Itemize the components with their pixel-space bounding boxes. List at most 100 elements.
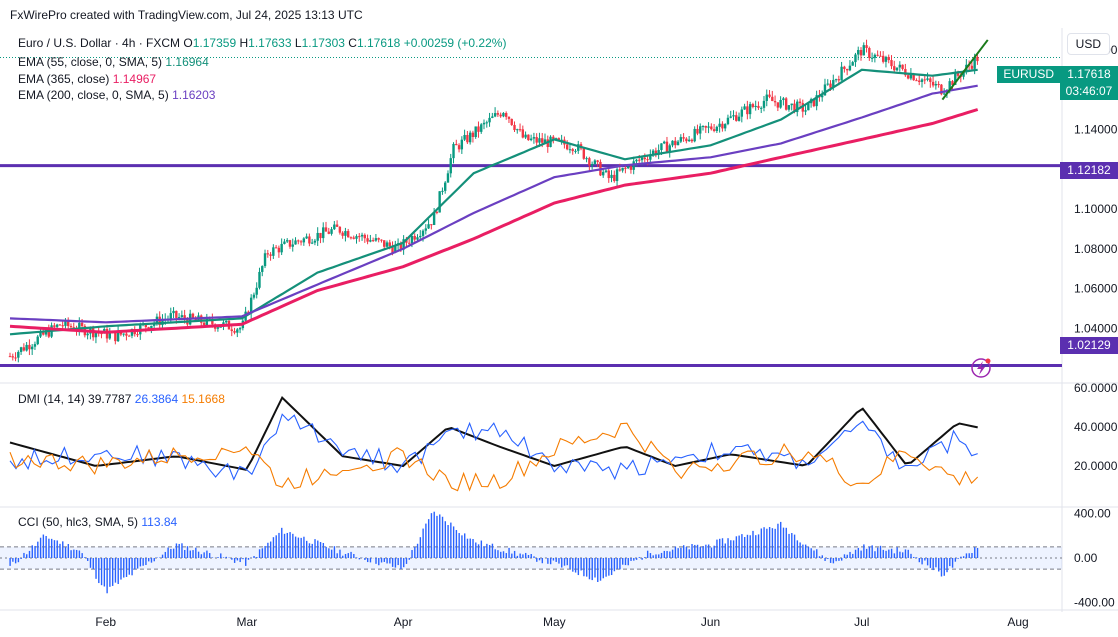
candle-body: [876, 54, 879, 56]
cci-bar: [483, 546, 485, 558]
lightning-icon-glyph: [977, 361, 985, 375]
cci-bar: [655, 554, 657, 558]
cci-bar: [682, 545, 685, 558]
candle-body: [823, 84, 827, 96]
candle-body: [527, 134, 530, 141]
candle-body: [444, 182, 447, 191]
cci-bar: [807, 546, 810, 558]
cci-bar: [813, 550, 815, 558]
candle-body: [973, 56, 976, 69]
symbol-legend: Euro / U.S. Dollar · 4h · FXCM O1.17359 …: [18, 36, 506, 50]
cci-bar: [142, 558, 144, 566]
cci-bar: [871, 545, 873, 558]
price-tick-label: 1.04000: [1074, 321, 1118, 335]
ticker-badge[interactable]: EURUSD: [997, 66, 1060, 83]
close-value: 1.17618: [356, 36, 401, 50]
candle-body: [272, 247, 275, 256]
candle-body: [699, 126, 702, 134]
cci-bar: [272, 537, 275, 558]
cci-bar: [256, 557, 258, 558]
cci-bar: [965, 553, 968, 558]
candle-body: [529, 138, 533, 141]
low-value: 1.17303: [301, 36, 345, 50]
candle-body: [906, 75, 910, 79]
cci-bar: [317, 540, 319, 558]
cci-bar: [585, 558, 588, 577]
cci-bar: [591, 558, 593, 581]
cci-bar: [206, 550, 208, 558]
candle-body: [926, 78, 929, 80]
candle-body: [441, 190, 444, 192]
candle-body: [776, 102, 780, 108]
cci-bar: [178, 543, 180, 558]
candle-body: [729, 116, 732, 118]
cci-legend[interactable]: CCI (50, hlc3, SMA, 5) 113.84: [18, 515, 177, 529]
candle-body: [369, 240, 372, 242]
candle-body: [962, 70, 965, 77]
candle-body: [8, 356, 12, 358]
cci-bar: [300, 537, 302, 558]
candle-body: [765, 94, 768, 101]
candle-body: [976, 56, 979, 62]
candle-body: [574, 150, 577, 152]
candle-body: [898, 64, 902, 68]
candle-body: [712, 129, 716, 131]
cci-bar: [741, 534, 743, 558]
candle-body: [100, 333, 103, 335]
dmi-legend[interactable]: DMI (14, 14) 39.7787 26.3864 15.1668: [18, 392, 225, 406]
cci-bar: [31, 545, 33, 558]
candle-body: [413, 235, 416, 240]
cci-bar: [841, 558, 843, 561]
candle-body: [909, 73, 913, 79]
cci-bar: [73, 549, 75, 558]
cci-bar: [366, 558, 369, 563]
candle-body: [238, 328, 242, 330]
cci-bar: [782, 527, 785, 558]
cci-bar: [727, 538, 729, 558]
ema55-legend[interactable]: EMA (55, close, 0, SMA, 5) 1.16964: [18, 55, 209, 69]
cci-bar: [394, 558, 397, 568]
candle-body: [585, 158, 588, 160]
cci-bar: [134, 558, 136, 570]
candle-body: [862, 45, 865, 56]
ema200-legend[interactable]: EMA (200, close, 0, SMA, 5) 1.16203: [18, 88, 215, 102]
cci-bar: [816, 549, 818, 558]
candle-body: [30, 346, 34, 350]
cci-bar: [649, 553, 652, 558]
cci-bar: [433, 511, 435, 558]
cci-bar: [594, 558, 596, 578]
dmi-tick-label: 60.0000: [1074, 381, 1118, 395]
cci-bar: [644, 557, 646, 558]
candle-body: [269, 254, 272, 256]
candle-body: [28, 344, 31, 350]
candle-body: [144, 323, 148, 328]
candle-body: [482, 122, 486, 125]
candle-body: [865, 45, 868, 49]
cci-bar: [289, 532, 291, 558]
cci-bar: [849, 551, 851, 558]
candle-body: [39, 331, 42, 337]
cci-bar: [940, 558, 943, 577]
cci-bar: [716, 539, 718, 558]
cci-bar: [378, 558, 380, 566]
cci-bar: [893, 553, 896, 558]
ema365-legend[interactable]: EMA (365, close) 1.14967: [18, 72, 156, 86]
cci-bar: [192, 550, 194, 558]
candle-body: [457, 145, 461, 150]
candle-body: [942, 93, 946, 95]
cci-bar: [297, 537, 300, 558]
cci-bar: [67, 544, 70, 558]
candle-body: [829, 83, 832, 88]
currency-button[interactable]: USD: [1066, 33, 1110, 55]
cci-bar: [245, 558, 247, 566]
candle-body: [233, 331, 236, 333]
candle-body: [55, 324, 59, 327]
cci-bar: [843, 554, 846, 558]
cci-bar: [918, 558, 921, 563]
candle-body: [593, 160, 597, 164]
candle-body: [191, 313, 195, 318]
cci-bar: [375, 558, 377, 564]
candle-body: [474, 126, 477, 137]
cci-bar: [389, 558, 391, 564]
